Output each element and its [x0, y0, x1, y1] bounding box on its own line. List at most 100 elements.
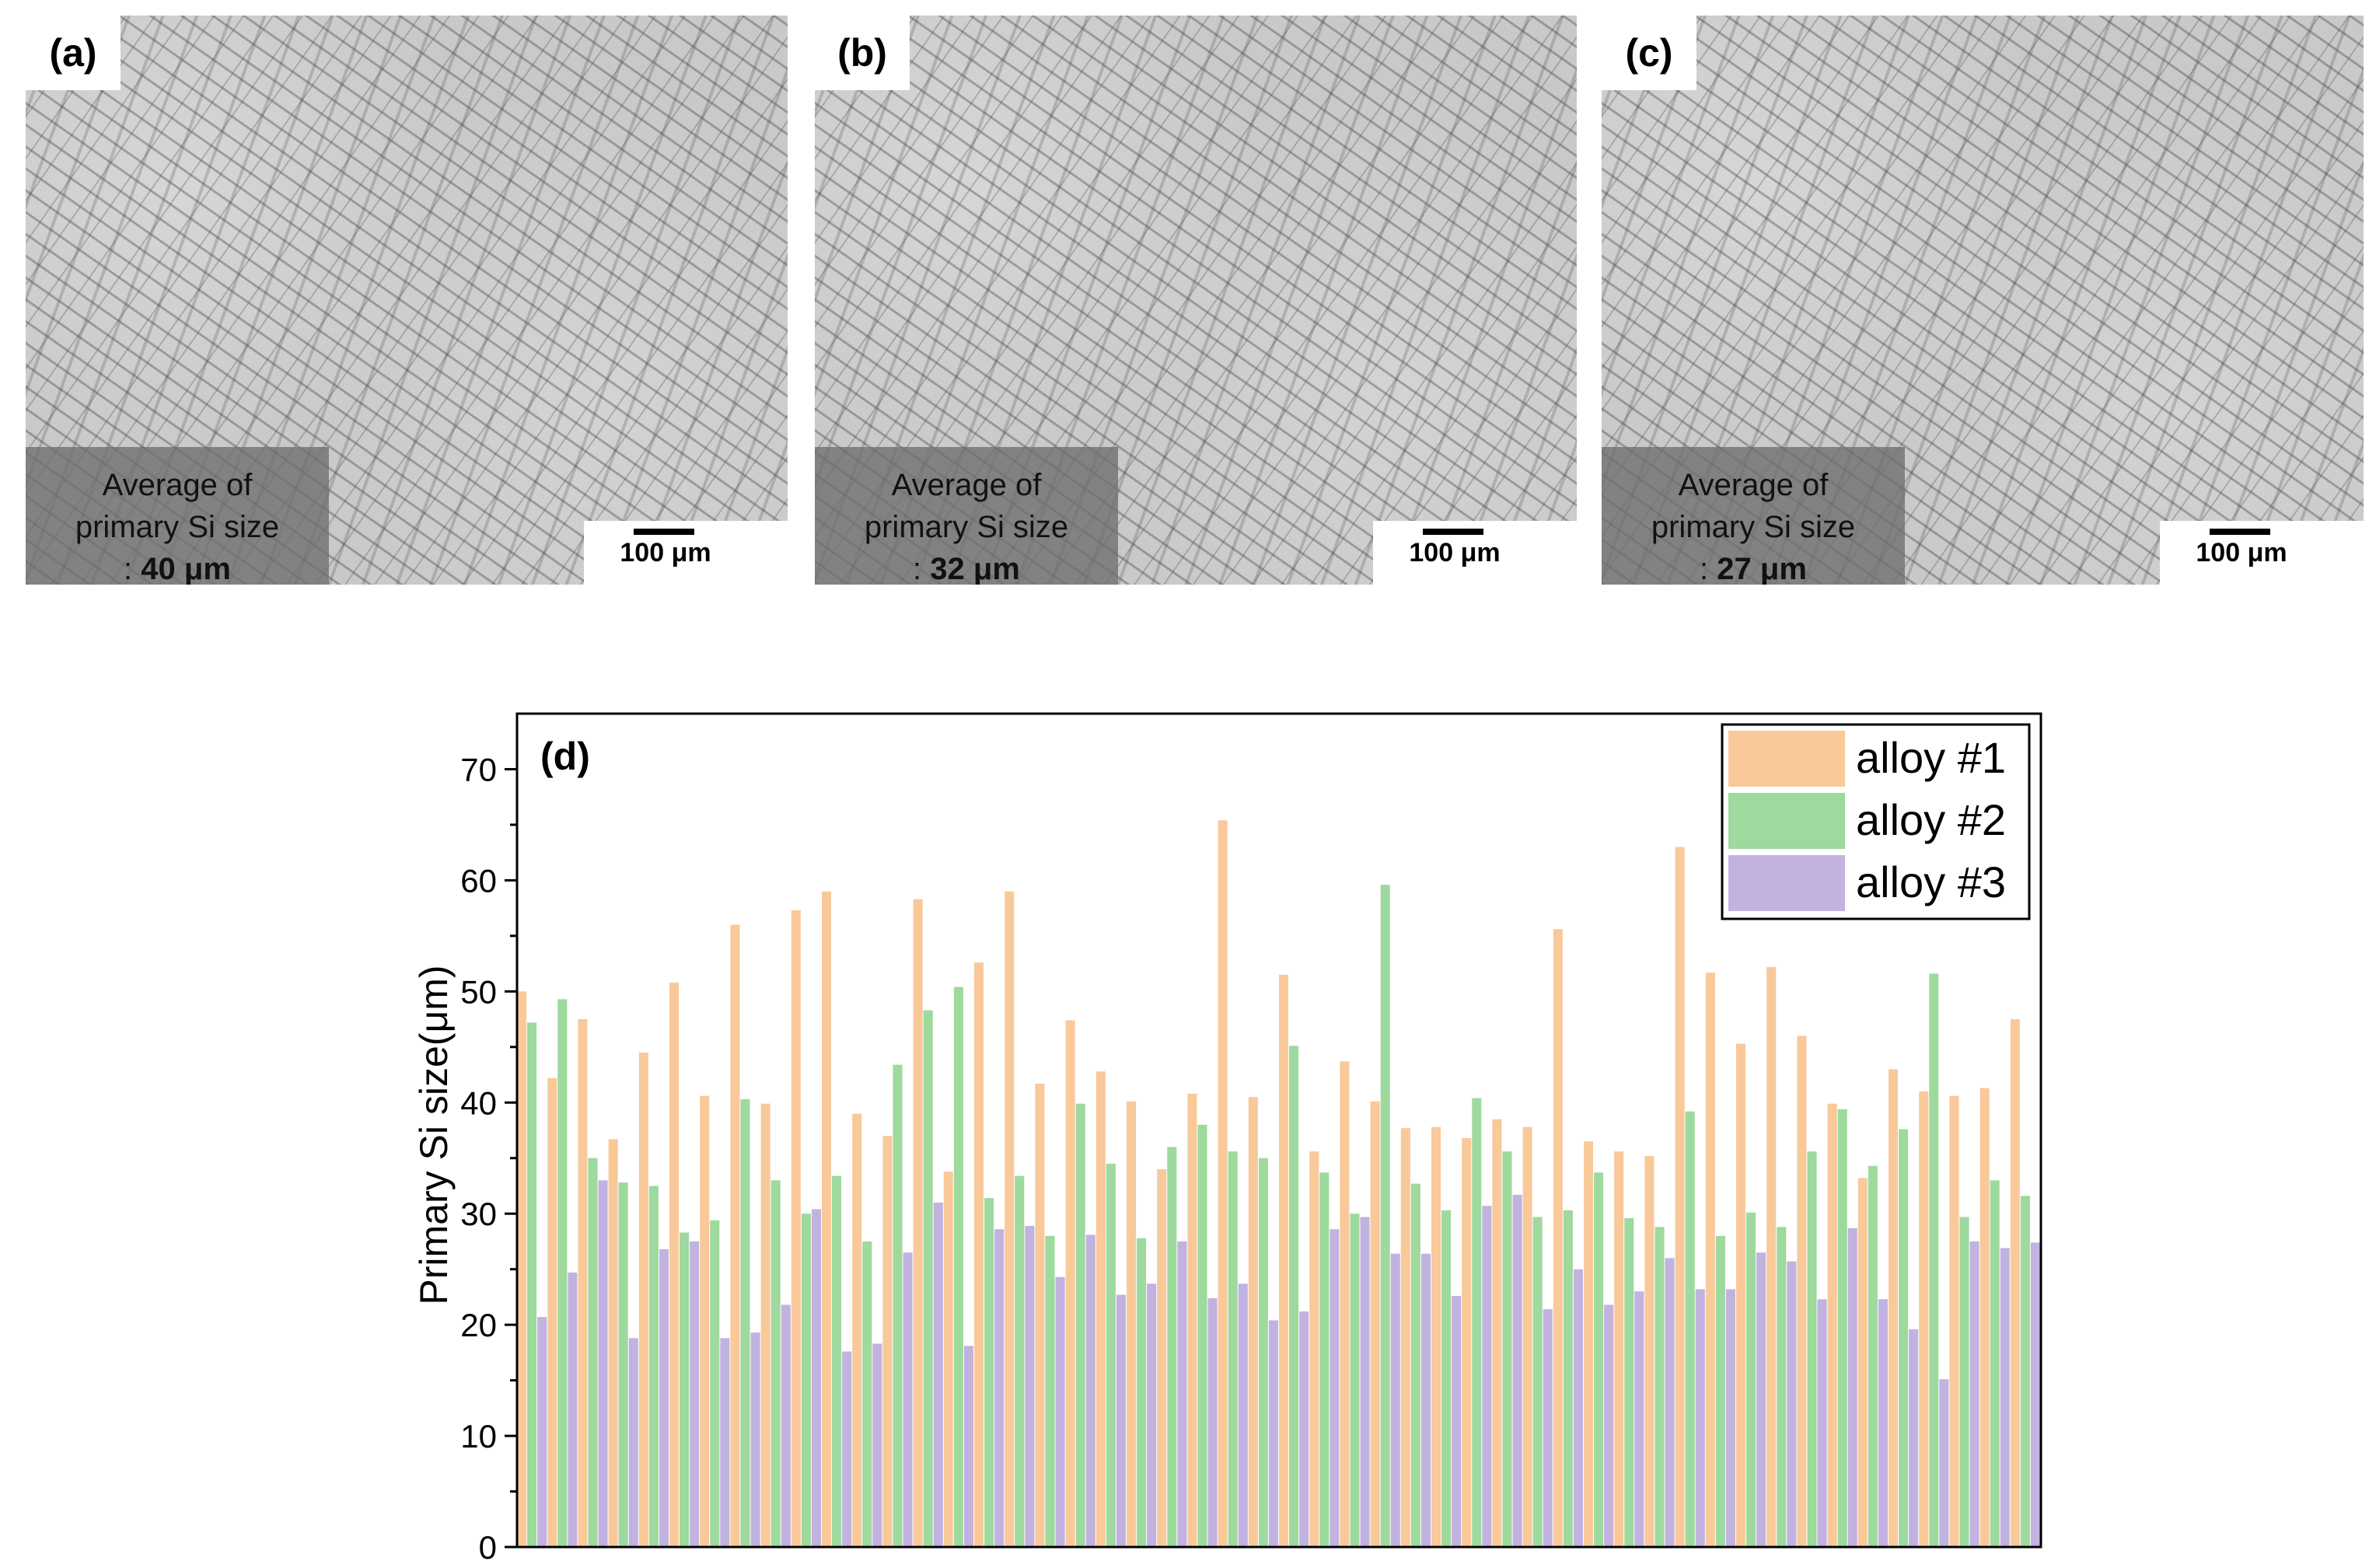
y-axis-label: Primary Si size(μm) [412, 965, 456, 1304]
legend-swatch [1728, 793, 1845, 849]
bar-alloy2-33 [1502, 1151, 1512, 1547]
bar-alloy3-5 [659, 1248, 669, 1547]
bar-alloy1-47 [1919, 1091, 1929, 1547]
bar-alloy2-13 [893, 1064, 903, 1547]
bar-alloy1-29 [1370, 1101, 1380, 1547]
bar-alloy3-28 [1360, 1217, 1370, 1547]
bar-alloy2-44 [1837, 1109, 1847, 1547]
bar-alloy2-27 [1319, 1172, 1330, 1547]
bar-alloy2-29 [1380, 885, 1390, 1547]
bar-alloy1-40 [1705, 973, 1715, 1547]
bar-alloy1-25 [1248, 1097, 1258, 1547]
bar-alloy2-46 [1899, 1129, 1909, 1547]
panel-label: (b) [815, 16, 910, 90]
bar-alloy2-19 [1075, 1103, 1085, 1547]
bar-alloy1-35 [1553, 929, 1563, 1547]
scale-bar-box: 100 μm [2160, 521, 2364, 585]
bar-alloy3-36 [1604, 1304, 1614, 1547]
bar-alloy3-48 [1969, 1241, 1979, 1547]
bar-alloy3-10 [811, 1209, 821, 1547]
average-line-2: primary Si size [75, 510, 280, 544]
average-value: 40 μm [141, 552, 231, 585]
y-tick-label: 40 [460, 1084, 497, 1121]
bar-alloy2-9 [770, 1180, 781, 1547]
bar-alloy3-38 [1665, 1258, 1675, 1547]
bar-alloy2-4 [618, 1182, 628, 1547]
y-tick-label: 30 [460, 1196, 497, 1232]
bar-alloy1-2 [547, 1077, 557, 1547]
bar-alloy2-50 [2020, 1196, 2030, 1547]
scale-bar-box: 100 μm [584, 521, 788, 585]
bar-alloy3-32 [1482, 1206, 1492, 1547]
bar-alloy1-16 [974, 962, 984, 1547]
legend: alloy #1 alloy #2 alloy #3 [1721, 723, 2031, 920]
average-value-line: : 32 μm [815, 548, 1118, 585]
average-prefix: : [124, 552, 142, 585]
bar-alloy2-42 [1777, 1227, 1787, 1547]
bar-alloy1-33 [1492, 1119, 1502, 1547]
bar-alloy3-2 [568, 1272, 578, 1547]
bar-alloy1-34 [1522, 1126, 1532, 1547]
bar-alloy3-14 [933, 1202, 943, 1547]
scale-bar [2210, 529, 2270, 535]
bar-alloy1-22 [1157, 1169, 1167, 1547]
bar-alloy3-6 [690, 1241, 700, 1547]
bar-alloy3-27 [1330, 1229, 1340, 1547]
bar-alloy3-47 [1939, 1379, 1949, 1547]
bar-alloy2-20 [1106, 1163, 1116, 1547]
bar-alloy2-26 [1289, 1046, 1299, 1547]
bar-alloy1-20 [1095, 1071, 1106, 1547]
bar-alloy2-31 [1441, 1210, 1452, 1547]
bar-alloy1-1 [517, 991, 527, 1547]
bar-alloy2-36 [1594, 1172, 1604, 1547]
bar-alloy3-3 [598, 1180, 608, 1547]
bar-alloy1-15 [943, 1171, 953, 1547]
bar-alloy2-25 [1258, 1158, 1268, 1547]
scale-bar-box: 100 μm [1373, 521, 1577, 585]
bar-alloy3-19 [1085, 1234, 1095, 1547]
bar-alloy1-36 [1584, 1141, 1594, 1547]
bar-alloy3-17 [1025, 1225, 1035, 1547]
legend-swatch [1728, 731, 1845, 787]
bar-alloy2-43 [1807, 1151, 1817, 1547]
bar-alloy1-8 [730, 924, 740, 1547]
bar-alloy3-29 [1390, 1253, 1400, 1547]
bar-alloy1-12 [852, 1113, 862, 1547]
bar-alloy3-23 [1207, 1297, 1218, 1547]
bar-alloy3-11 [842, 1351, 852, 1547]
micrograph-panel-c: (c) Average of primary Si size : 27 μm 1… [1602, 16, 2364, 585]
bar-alloy1-7 [700, 1095, 710, 1547]
axes-group: 0 10 20 30 40 50 60 70 [460, 712, 2042, 1566]
bar-alloy1-37 [1614, 1151, 1624, 1547]
bar-alloy1-3 [578, 1019, 588, 1547]
legend-swatch [1728, 855, 1845, 911]
bar-alloy2-10 [801, 1214, 811, 1547]
bar-alloy3-46 [1909, 1329, 1919, 1547]
bar-alloy3-4 [628, 1338, 638, 1547]
scale-bar [1423, 529, 1483, 535]
bar-alloy3-20 [1116, 1294, 1126, 1547]
micrograph-panel-a: (a) Average of primary Si size : 40 μm 1… [26, 16, 788, 585]
bar-alloy1-17 [1005, 891, 1015, 1547]
bar-alloy1-39 [1675, 847, 1685, 1547]
micrograph-panel-b: (b) Average of primary Si size : 32 μm 1… [815, 16, 1577, 585]
bar-alloy2-24 [1228, 1151, 1238, 1547]
y-tick-label: 20 [460, 1307, 497, 1343]
bar-alloy2-35 [1563, 1210, 1573, 1547]
bar-alloy2-34 [1532, 1217, 1543, 1547]
bar-alloy3-13 [903, 1252, 913, 1547]
bar-alloy3-16 [994, 1229, 1005, 1547]
bar-alloy3-7 [720, 1338, 730, 1547]
bar-alloy3-34 [1543, 1309, 1553, 1547]
average-value-line: : 27 μm [1602, 548, 1905, 585]
bar-alloy2-15 [953, 987, 963, 1547]
bar-alloy2-40 [1715, 1235, 1725, 1547]
bar-alloy2-49 [1990, 1180, 2000, 1547]
bar-alloy3-43 [1817, 1299, 1827, 1547]
chart-panel-label: (d) [540, 735, 590, 778]
bar-alloy1-38 [1644, 1155, 1654, 1547]
bar-alloy3-24 [1238, 1283, 1248, 1547]
bar-alloy3-41 [1756, 1252, 1766, 1547]
bar-alloy1-27 [1309, 1151, 1319, 1547]
